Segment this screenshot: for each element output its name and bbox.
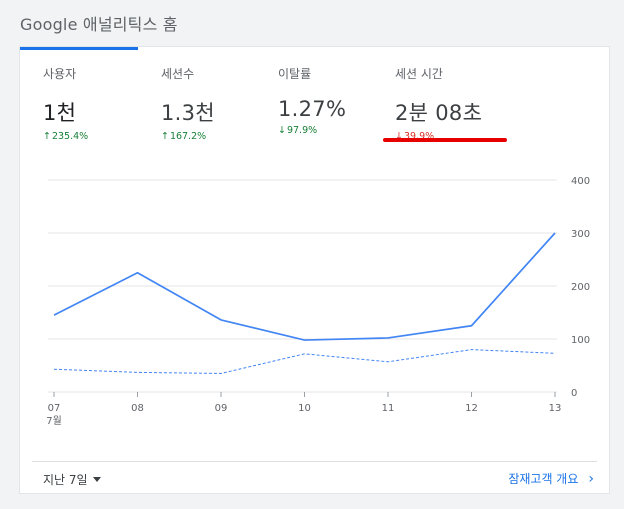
metric-users[interactable]: 사용자 1천 ↑ 235.4%: [43, 65, 183, 142]
metric-label: 세션수: [161, 67, 195, 81]
y-tick-label: 200: [571, 282, 590, 293]
audience-overview-label: 잠재고객 개요: [508, 472, 579, 486]
metric-value: 2분 08초: [395, 101, 483, 125]
y-tick-label: 0: [571, 388, 577, 399]
audience-overview-link[interactable]: 잠재고객 개요 ›: [508, 470, 594, 487]
metric-sessions[interactable]: 세션수 1.3천 ↑ 167.2%: [161, 65, 301, 142]
metric-label: 사용자: [43, 67, 77, 81]
metric-value: 1.3천: [161, 101, 215, 125]
y-tick-label: 100: [571, 335, 590, 346]
sessions-line-chart: 0 100 200 300 400 07 08 09 10 11 12 13 7월: [46, 176, 590, 427]
x-tick-label: 10: [298, 403, 311, 414]
metric-change-value: 97.9%: [286, 125, 318, 136]
x-tick-label: 12: [465, 403, 478, 414]
arrow-up-icon: ↑: [161, 130, 169, 142]
metric-label: 이탈률: [278, 67, 312, 81]
arrow-down-icon: ↓: [278, 124, 286, 136]
metric-value: 1.27%: [278, 97, 347, 121]
x-sublabel: 7월: [46, 415, 62, 427]
x-tick-label: 07: [48, 403, 61, 414]
x-tick-label: 11: [382, 403, 395, 414]
metric-bounce-rate[interactable]: 이탈률 1.27% ↓ 97.9%: [278, 65, 418, 136]
metric-change-value: 235.4%: [51, 131, 89, 142]
metric-change: ↑ 235.4%: [43, 131, 183, 142]
page-title: Google 애널리틱스 홈: [20, 15, 178, 34]
metric-value: 1천: [43, 101, 77, 125]
overview-card: 사용자 1천 ↑ 235.4% 세션수 1.3천 ↑ 167.2% 이탈률 1.…: [19, 46, 610, 494]
arrow-down-icon: ↓: [395, 130, 403, 142]
x-tick-label: 08: [131, 403, 144, 414]
highlight-underline: [383, 138, 507, 142]
primary-series-line: [53, 232, 556, 341]
metric-session-duration[interactable]: 세션 시간 2분 08초 ↓ 39.9%: [395, 65, 535, 142]
metric-label: 세션 시간: [395, 67, 443, 81]
footer-divider: [32, 461, 597, 462]
active-tab-indicator: [20, 47, 138, 50]
y-tick-label: 400: [571, 176, 590, 187]
arrow-up-icon: ↑: [43, 130, 51, 142]
metric-change: ↓ 39.9%: [395, 131, 535, 142]
caret-down-icon: [92, 477, 101, 482]
comparison-series-line: [53, 349, 556, 374]
x-tick-label: 09: [215, 403, 228, 414]
metric-change-value: 39.9%: [403, 131, 435, 142]
metric-change: ↑ 167.2%: [161, 131, 301, 142]
chevron-right-icon: ›: [588, 470, 594, 487]
date-range-label: 지난 7일: [43, 473, 88, 487]
metric-change-value: 167.2%: [169, 131, 207, 142]
x-tick-label: 13: [549, 403, 562, 414]
metric-change: ↓ 97.9%: [278, 125, 418, 136]
y-tick-label: 300: [571, 229, 590, 240]
date-range-dropdown[interactable]: 지난 7일: [43, 471, 101, 488]
